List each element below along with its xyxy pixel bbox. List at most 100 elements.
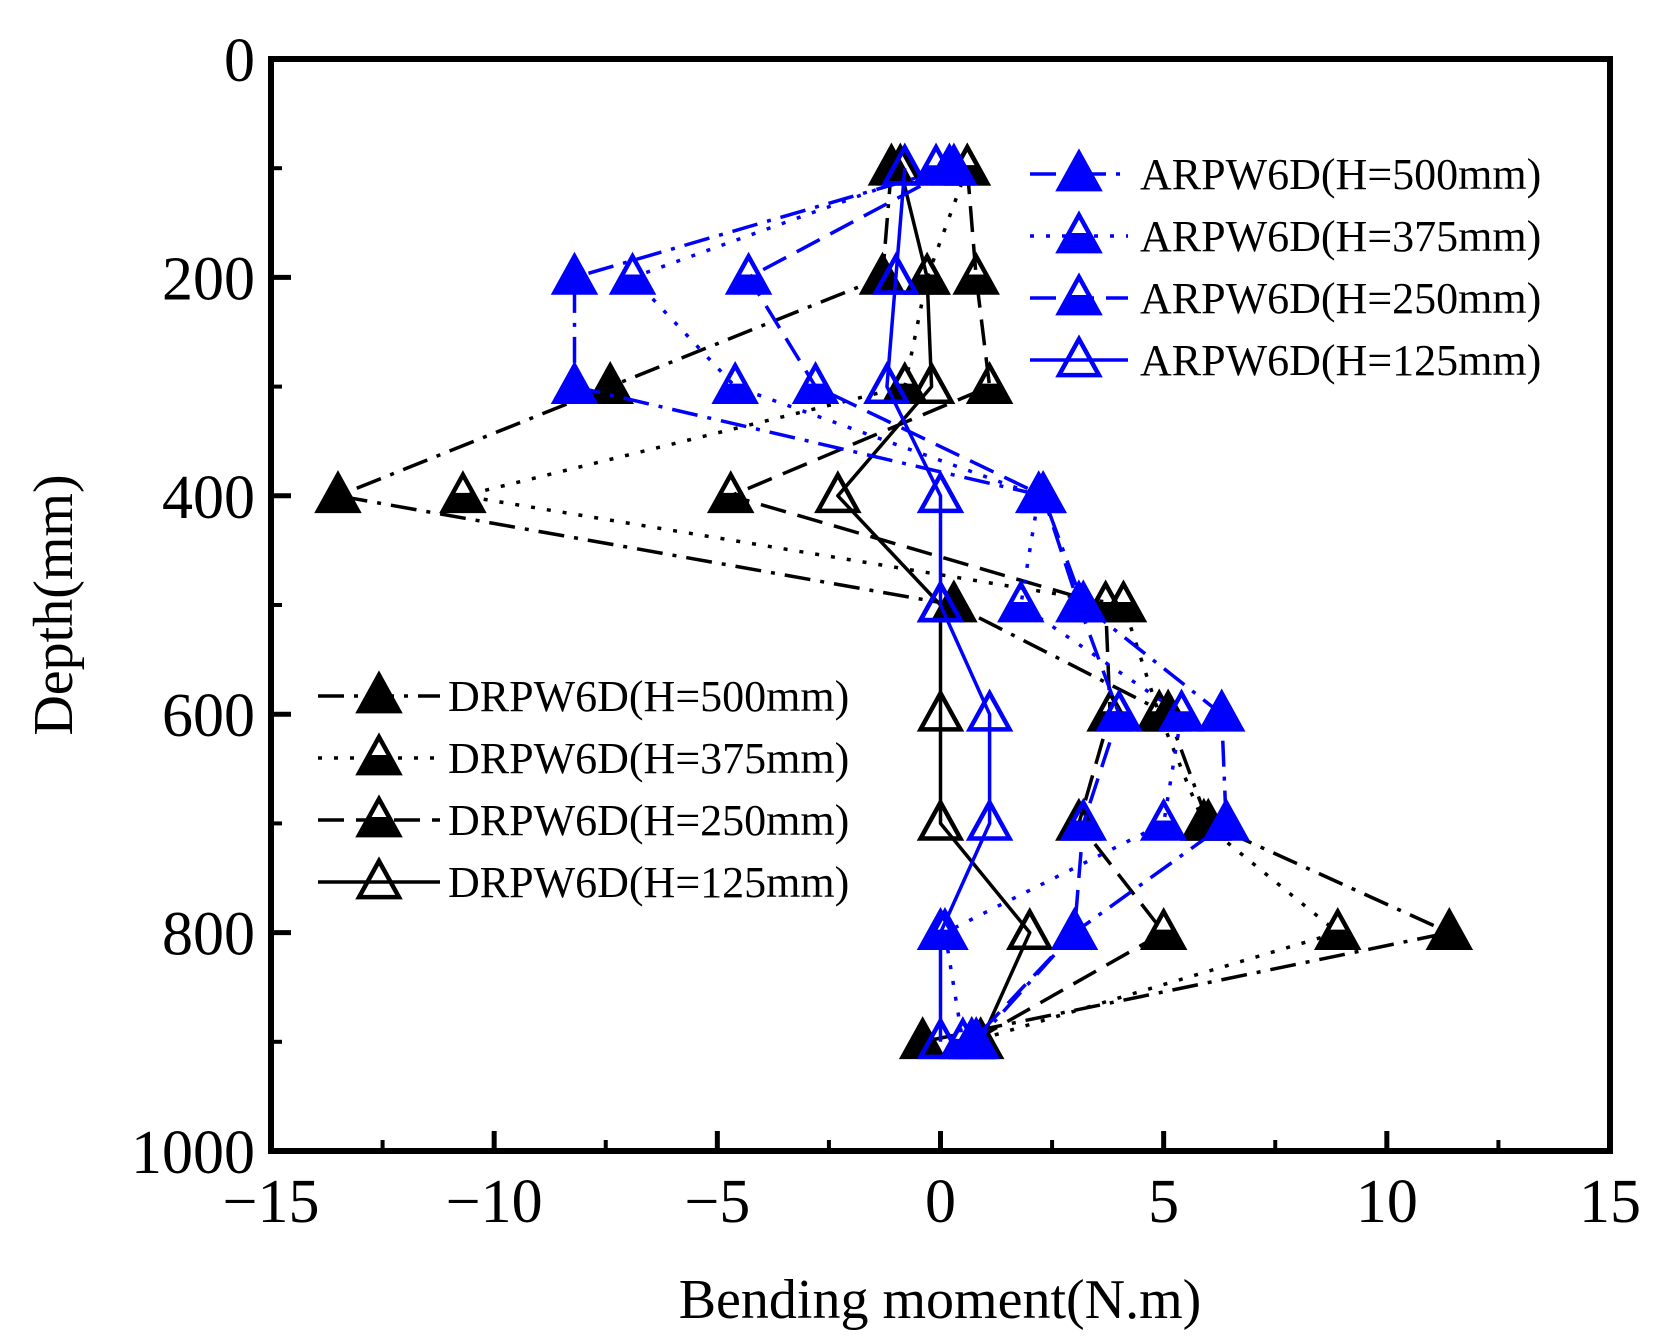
marker-outline bbox=[1139, 906, 1188, 950]
marker-outline bbox=[965, 360, 1014, 404]
data-point bbox=[916, 579, 965, 623]
data-point bbox=[965, 360, 1014, 404]
data-point bbox=[314, 470, 362, 514]
series-line bbox=[836, 167, 1032, 1043]
data-point bbox=[550, 360, 599, 404]
marker-outline bbox=[439, 470, 487, 514]
marker-outline bbox=[997, 579, 1045, 623]
marker-outline bbox=[1313, 906, 1362, 950]
legend-layer: ARPW6D(H=500mm) ARPW6D(H=375mm) ARPW6D(H=2… bbox=[318, 148, 1541, 907]
series-ARPW6D(H=250mm) bbox=[724, 142, 1143, 1060]
data-point bbox=[1139, 797, 1188, 841]
marker-outline bbox=[586, 360, 634, 404]
marker-outline bbox=[930, 142, 978, 186]
x-tick-label: −10 bbox=[446, 1168, 543, 1236]
marker-outline bbox=[814, 470, 862, 514]
marker-outline bbox=[724, 251, 773, 295]
data-point bbox=[863, 360, 911, 404]
y-tick-label: 0 bbox=[224, 27, 255, 95]
data-point bbox=[997, 579, 1045, 623]
data-point bbox=[724, 251, 773, 295]
data-point bbox=[1425, 906, 1474, 950]
data-point bbox=[1139, 906, 1188, 950]
series-layer bbox=[314, 142, 1474, 1060]
data-point bbox=[907, 360, 956, 404]
legend-marker bbox=[355, 794, 403, 838]
legend-entry: DRPW6D(H=500mm) bbox=[318, 670, 849, 721]
data-point bbox=[903, 251, 951, 295]
data-point bbox=[1055, 579, 1103, 623]
legend-marker bbox=[1055, 210, 1103, 254]
data-point bbox=[1202, 797, 1250, 841]
data-point bbox=[791, 360, 840, 404]
series-line bbox=[885, 168, 992, 1042]
data-point bbox=[916, 470, 965, 514]
marker-outline bbox=[1059, 797, 1108, 841]
marker-outline bbox=[916, 906, 965, 950]
data-point bbox=[706, 470, 755, 514]
data-point bbox=[608, 251, 657, 295]
marker-outline bbox=[1055, 272, 1103, 316]
y-tick-label: 600 bbox=[162, 682, 255, 750]
legend-marker bbox=[355, 732, 403, 776]
legend-label: ARPW6D(H=500mm) bbox=[1140, 150, 1541, 199]
marker-outline bbox=[608, 251, 657, 295]
marker-outline bbox=[706, 470, 755, 514]
marker-outline bbox=[1055, 579, 1103, 623]
series-line bbox=[746, 166, 1121, 1043]
marker-outline bbox=[903, 251, 951, 295]
data-point bbox=[872, 251, 920, 295]
marker-outline bbox=[907, 360, 956, 404]
data-point bbox=[916, 906, 965, 950]
marker-outline bbox=[550, 360, 599, 404]
marker-outline bbox=[711, 360, 759, 404]
y-tick-label: 1000 bbox=[131, 1119, 255, 1187]
marker-outline bbox=[1425, 906, 1474, 950]
marker-outline bbox=[881, 142, 929, 186]
marker-outline bbox=[916, 797, 965, 841]
x-tick-label: 10 bbox=[1356, 1168, 1418, 1236]
marker-outline bbox=[1019, 470, 1067, 514]
data-point bbox=[814, 470, 862, 514]
marker-outline bbox=[872, 251, 920, 295]
marker-outline bbox=[916, 688, 965, 732]
legend-marker bbox=[1055, 334, 1103, 378]
data-point bbox=[916, 1016, 965, 1060]
data-point bbox=[550, 251, 599, 295]
legend-marker bbox=[355, 856, 403, 900]
marker-outline bbox=[952, 251, 1000, 295]
legend-marker bbox=[1055, 148, 1103, 192]
data-point bbox=[1050, 906, 1099, 950]
data-point bbox=[586, 360, 634, 404]
data-point bbox=[1157, 688, 1206, 732]
marker-outline bbox=[314, 470, 362, 514]
marker-outline bbox=[1055, 334, 1103, 378]
data-point bbox=[1059, 797, 1108, 841]
marker-outline bbox=[1055, 148, 1103, 192]
marker-outline bbox=[355, 794, 403, 838]
data-point bbox=[711, 360, 759, 404]
data-point bbox=[916, 688, 965, 732]
legend-label: DRPW6D(H=500mm) bbox=[448, 672, 849, 721]
data-point bbox=[952, 251, 1000, 295]
data-point bbox=[1197, 688, 1246, 732]
data-point bbox=[1006, 906, 1054, 950]
marker-outline bbox=[947, 1016, 996, 1060]
data-point bbox=[1095, 688, 1143, 732]
x-tick-label: 5 bbox=[1148, 1168, 1179, 1236]
data-point bbox=[965, 797, 1014, 841]
y-axis-title: Depth(mm) bbox=[23, 474, 85, 735]
x-tick-label: 15 bbox=[1579, 1168, 1641, 1236]
legend-label: ARPW6D(H=125mm) bbox=[1140, 336, 1541, 385]
series-ARPW6D(H=125mm) bbox=[863, 142, 1014, 1060]
marker-outline bbox=[965, 797, 1014, 841]
y-tick-label: 200 bbox=[162, 245, 255, 313]
legend-entry: DRPW6D(H=125mm) bbox=[318, 856, 849, 907]
legend-entry: ARPW6D(H=500mm) bbox=[1030, 148, 1541, 199]
legend-label: ARPW6D(H=250mm) bbox=[1140, 274, 1541, 323]
marker-outline bbox=[1050, 906, 1099, 950]
data-point bbox=[439, 470, 487, 514]
legend-label: DRPW6D(H=125mm) bbox=[448, 858, 849, 907]
data-point bbox=[947, 1016, 996, 1060]
